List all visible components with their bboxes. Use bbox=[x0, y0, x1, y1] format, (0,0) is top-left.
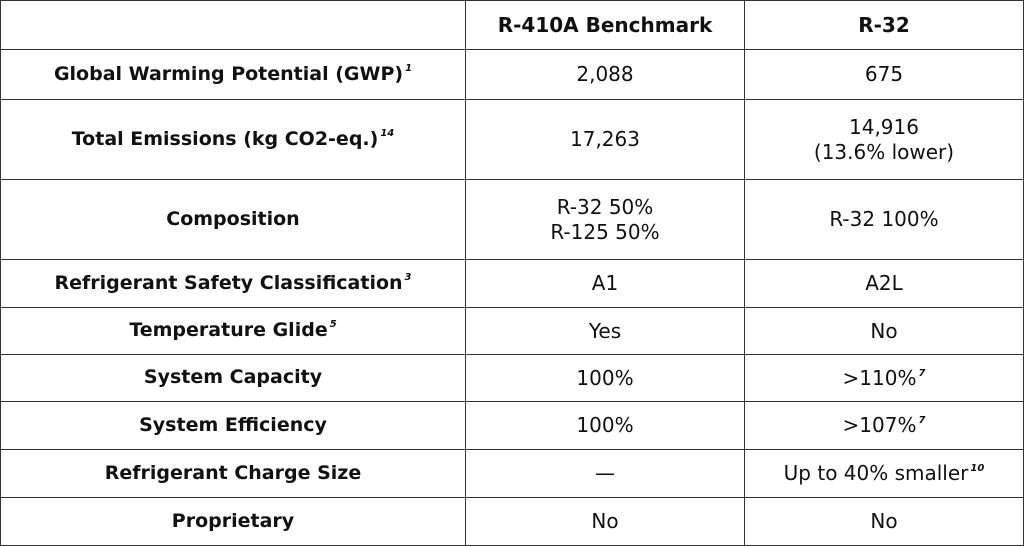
row-label-cell: Temperature Glide 5 bbox=[0, 307, 466, 355]
header-r32: R-32 bbox=[744, 0, 1024, 50]
cell-value-line: 2,088 bbox=[576, 62, 634, 86]
header-r410a: R-410A Benchmark bbox=[465, 0, 745, 50]
cell-value-line: 100% bbox=[576, 413, 634, 437]
cell-value-line: No bbox=[870, 318, 898, 343]
footnote-marker: 3 bbox=[404, 271, 412, 283]
footnote-marker: 10 bbox=[970, 463, 985, 474]
cell-value-line: (13.6% lower) bbox=[813, 139, 955, 164]
r410a-value-cell: A1 bbox=[465, 259, 745, 308]
r32-value-cell: 675 bbox=[744, 49, 1024, 100]
r410a-value-cell: — bbox=[465, 449, 745, 498]
r32-value-cell: No bbox=[744, 497, 1024, 546]
r410a-value-cell: Yes bbox=[465, 307, 745, 355]
row-label-cell: Refrigerant Charge Size bbox=[0, 449, 466, 498]
cell-value-line: R-125 50% bbox=[550, 219, 660, 244]
row-label: Total Emissions (kg CO2-eq.) bbox=[71, 127, 379, 150]
footnote-marker: 5 bbox=[329, 319, 337, 331]
cell-value-line: 17,263 bbox=[570, 127, 640, 151]
row-label-cell: Total Emissions (kg CO2-eq.) 14 bbox=[0, 99, 466, 180]
row-label: System Efficiency bbox=[139, 413, 327, 436]
table-row: Composition R-32 50% R-125 50% R-32 100% bbox=[0, 179, 1024, 260]
row-label: Global Warming Potential (GWP) bbox=[53, 62, 404, 85]
cell-value-line: No bbox=[870, 509, 898, 533]
row-label: Temperature Glide bbox=[129, 319, 328, 342]
row-label-cell: System Capacity bbox=[0, 354, 466, 402]
table-row: Proprietary No No bbox=[0, 497, 1024, 546]
table-header-row: R-410A Benchmark R-32 bbox=[0, 0, 1024, 50]
cell-value-line: 675 bbox=[864, 62, 904, 86]
r32-value-cell: >107% 7 bbox=[744, 401, 1024, 450]
table-row: Global Warming Potential (GWP) 1 2,088 675 bbox=[0, 49, 1024, 100]
row-label: Composition bbox=[166, 207, 300, 230]
row-label: Refrigerant Safety Classification bbox=[54, 271, 403, 294]
table-row: Refrigerant Charge Size — Up to 40% smalle… bbox=[0, 449, 1024, 498]
row-label: System Capacity bbox=[143, 366, 323, 389]
cell-value-line: 100% bbox=[576, 365, 634, 390]
table-row: System Capacity 100% >110% 7 bbox=[0, 354, 1024, 402]
cell-value-line: R-32 100% bbox=[829, 207, 939, 231]
r410a-value-cell: 100% bbox=[465, 401, 745, 450]
row-label-cell: Refrigerant Safety Classification 3 bbox=[0, 259, 466, 308]
table-row: Total Emissions (kg CO2-eq.) 14 17,263 14,9… bbox=[0, 99, 1024, 180]
footnote-marker: 7 bbox=[918, 367, 926, 379]
footnote-marker: 1 bbox=[405, 62, 413, 74]
r32-value-cell: R-32 100% bbox=[744, 179, 1024, 260]
table-row: Temperature Glide 5 Yes No bbox=[0, 307, 1024, 355]
cell-value-line: 14,916 bbox=[849, 114, 919, 139]
row-label: Proprietary bbox=[171, 509, 295, 532]
cell-value-line: — bbox=[595, 461, 615, 485]
r32-value-cell: 14,916 (13.6% lower) bbox=[744, 99, 1024, 180]
r410a-value-cell: 17,263 bbox=[465, 99, 745, 180]
cell-value-text: >107% bbox=[842, 413, 917, 437]
r32-value-cell: A2L bbox=[744, 259, 1024, 308]
row-label-cell: System Efficiency bbox=[0, 401, 466, 450]
r410a-value-cell: No bbox=[465, 497, 745, 546]
footnote-marker: 14 bbox=[380, 127, 395, 139]
r410a-value-cell: 100% bbox=[465, 354, 745, 402]
cell-value-line: Yes bbox=[588, 318, 622, 343]
cell-value-line: A1 bbox=[591, 271, 619, 295]
row-label-cell: Global Warming Potential (GWP) 1 bbox=[0, 49, 466, 100]
cell-value-line: >107% 7 bbox=[751, 413, 1017, 438]
cell-value-text: >110% bbox=[842, 365, 917, 390]
header-corner-cell bbox=[0, 0, 466, 50]
table-body: Global Warming Potential (GWP) 1 2,088 675 T… bbox=[0, 49, 1024, 546]
footnote-marker: 7 bbox=[918, 415, 926, 426]
table-row: Refrigerant Safety Classification 3 A1 A2L bbox=[0, 259, 1024, 308]
cell-value-line: No bbox=[591, 509, 619, 533]
r410a-value-cell: 2,088 bbox=[465, 49, 745, 100]
cell-value-line: R-32 50% bbox=[556, 194, 654, 219]
row-label-cell: Proprietary bbox=[0, 497, 466, 546]
r32-value-cell: No bbox=[744, 307, 1024, 355]
cell-value-line: A2L bbox=[865, 271, 903, 295]
table-row: System Efficiency 100% >107% 7 bbox=[0, 401, 1024, 450]
row-label: Refrigerant Charge Size bbox=[104, 461, 362, 484]
cell-value-line: >110% 7 bbox=[751, 366, 1017, 391]
r410a-value-cell: R-32 50% R-125 50% bbox=[465, 179, 745, 260]
row-label-cell: Composition bbox=[0, 179, 466, 260]
r32-value-cell: Up to 40% smaller 10 bbox=[744, 449, 1024, 498]
cell-value-line: Up to 40% smaller 10 bbox=[751, 461, 1017, 486]
r32-value-cell: >110% 7 bbox=[744, 354, 1024, 402]
cell-value-text: Up to 40% smaller bbox=[783, 461, 969, 485]
